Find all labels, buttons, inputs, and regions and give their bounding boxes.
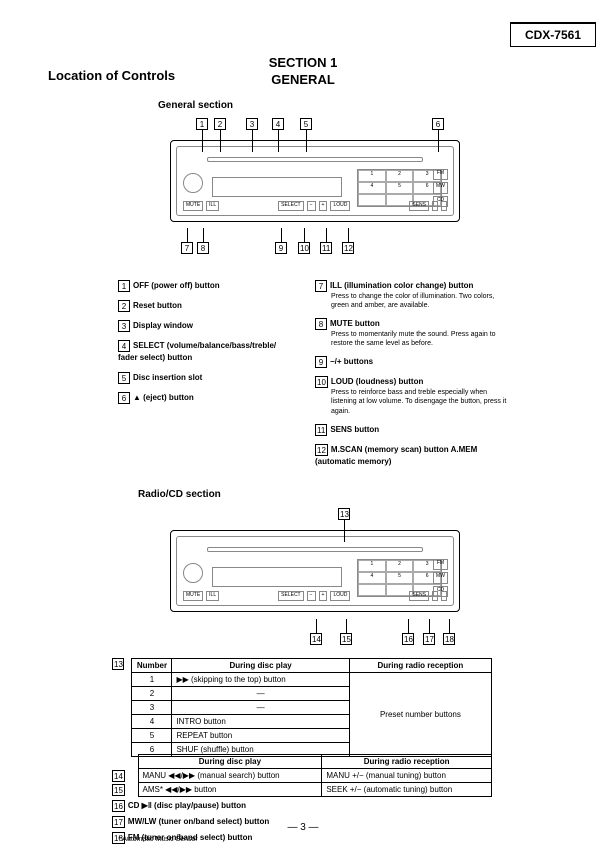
footnote: * Automatic Music Sensor (118, 836, 198, 843)
callout-12: 12 (342, 228, 354, 254)
device-diagram-radio-cd: 123456 FMMWCD MUTEILLSELECT−+LOUDSENS (170, 530, 460, 612)
device-diagram-general: 123456 FMMWCD MUTEILLSELECT−+LOUDSENS (170, 140, 460, 222)
callout-5: 5 (300, 118, 312, 152)
model-number: CDX-7561 (510, 22, 596, 47)
table-13: 13 Number During disc play During radio … (112, 658, 492, 757)
callout-1: 1 (196, 118, 208, 152)
callout-8: 8 (197, 228, 209, 254)
callout-11: 11 (320, 228, 332, 254)
legend-left: 1OFF (power off) button2Reset button3Dis… (118, 280, 293, 412)
radio-cd-label: Radio/CD section (138, 489, 221, 500)
general-section-label: General section (158, 100, 233, 111)
callout-2: 2 (214, 118, 226, 152)
callout-13: 13 (338, 508, 350, 542)
callout-10: 10 (298, 228, 310, 254)
callout-15: 15 (340, 619, 352, 645)
callout-18: 18 (443, 619, 455, 645)
callout-14: 14 (310, 619, 322, 645)
table-14-15: During disc play During radio reception … (112, 754, 492, 797)
callout-6: 6 (432, 118, 444, 152)
callout-7: 7 (181, 228, 193, 254)
page-heading: Location of Controls (48, 68, 175, 83)
callout-4: 4 (272, 118, 284, 152)
callout-9: 9 (275, 228, 287, 254)
callout-3: 3 (246, 118, 258, 152)
callout-16: 16 (402, 619, 414, 645)
page-number: — 3 — (0, 822, 606, 833)
legend-right: 7ILL (illumination color change) buttonP… (315, 280, 510, 475)
callout-17: 17 (423, 619, 435, 645)
